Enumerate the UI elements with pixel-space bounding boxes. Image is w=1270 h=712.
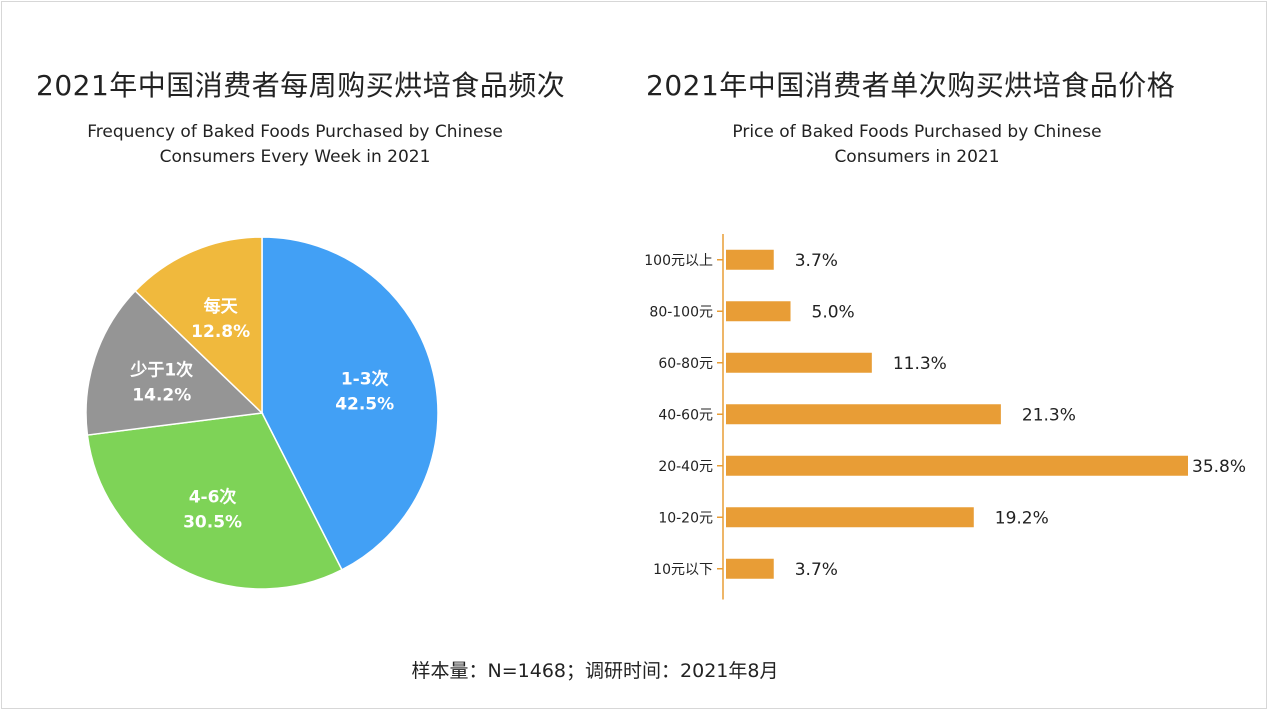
pie-slice-label-1: 4-6次 — [189, 486, 237, 507]
bar-value-label-6: 3.7% — [795, 560, 838, 580]
pie-slice-2 — [85, 289, 264, 436]
pie-slice-3 — [134, 236, 263, 415]
bar-subtitle-line-2: Consumers in 2021 — [834, 147, 1000, 167]
pie-slice-value-1: 30.5% — [183, 512, 242, 532]
bar-category-label-6: 10元以下 — [653, 562, 713, 578]
bar-chart-subtitle: Price of Baked Foods Purchased by Chines… — [682, 120, 1152, 170]
pie-slice-label-2: 少于1次 — [129, 360, 193, 381]
bar-6 — [726, 558, 774, 579]
pie-subtitle-line-1: Frequency of Baked Foods Purchased by Ch… — [87, 122, 503, 142]
bar-category-label-0: 100元以上 — [644, 253, 713, 269]
bar-category-label-2: 60-80元 — [658, 356, 713, 372]
sample-note: 样本量：N=1468；调研时间：2021年8月 — [411, 660, 779, 682]
bar-1 — [726, 301, 791, 322]
bar-value-label-0: 3.7% — [795, 251, 838, 271]
pie-slice-value-2: 14.2% — [132, 386, 191, 406]
bar-2 — [726, 352, 872, 373]
pie-chart-subtitle: Frequency of Baked Foods Purchased by Ch… — [60, 120, 530, 170]
bar-0 — [726, 249, 774, 270]
bar-category-label-1: 80-100元 — [649, 304, 713, 320]
pie-slice-0 — [261, 236, 439, 571]
pie-slice-label-0: 1-3次 — [341, 368, 389, 389]
bar-value-label-5: 19.2% — [995, 508, 1049, 528]
bar-value-label-4: 35.8% — [1192, 457, 1246, 477]
pie-subtitle-line-2: Consumers Every Week in 2021 — [159, 147, 431, 167]
pie-slice-value-3: 12.8% — [191, 322, 250, 342]
bar-category-label-3: 40-60元 — [658, 407, 713, 423]
bar-chart-title: 2021年中国消费者单次购买烘培食品价格 — [646, 69, 1176, 102]
pie-slice-1 — [86, 412, 343, 590]
bar-4 — [726, 455, 1188, 476]
bar-3 — [726, 404, 1001, 425]
pie-slice-value-0: 42.5% — [335, 394, 394, 414]
bar-5 — [726, 507, 974, 528]
bar-value-label-3: 21.3% — [1022, 405, 1076, 425]
bar-subtitle-line-1: Price of Baked Foods Purchased by Chines… — [732, 122, 1102, 142]
pie-chart-title: 2021年中国消费者每周购买烘培食品频次 — [36, 69, 566, 102]
bar-category-label-5: 10-20元 — [658, 510, 713, 526]
bar-category-label-4: 20-40元 — [658, 459, 713, 475]
bar-value-label-2: 11.3% — [893, 354, 947, 374]
bar-value-label-1: 5.0% — [812, 302, 855, 322]
pie-slice-label-3: 每天 — [204, 296, 239, 317]
